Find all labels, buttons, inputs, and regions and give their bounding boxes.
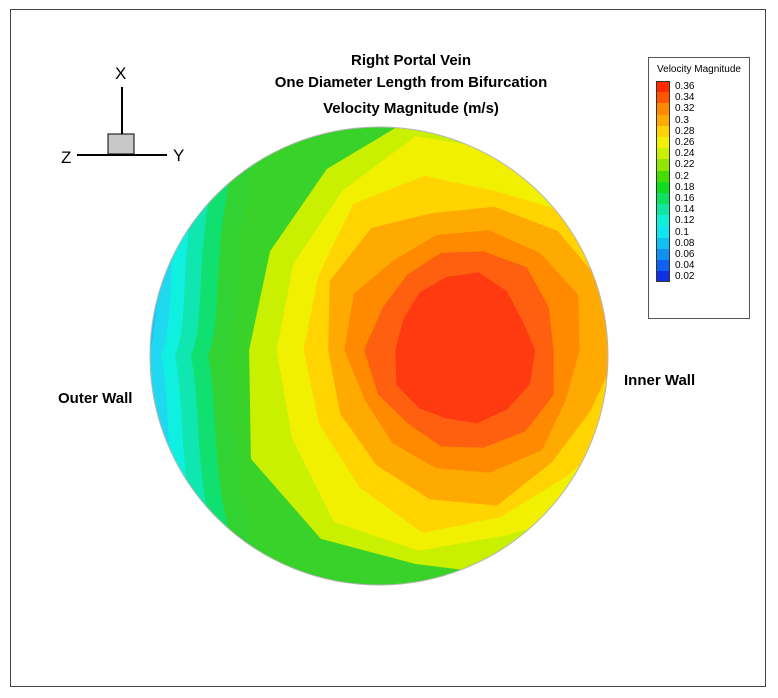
legend-value: 0.32 [675, 103, 695, 115]
color-legend: Velocity Magnitude 0.36 0.34 0.32 0.3 0.28 0.… [648, 57, 750, 319]
legend-row: 0.26 [656, 136, 695, 149]
legend-swatch [656, 192, 670, 205]
outer-wall-label: Outer Wall [58, 390, 133, 407]
inner-wall-label: Inner Wall [624, 372, 696, 389]
legend-swatch [656, 148, 670, 160]
legend-value: 0.36 [675, 81, 695, 93]
y-axis-label: Y [173, 146, 184, 165]
z-axis-label: Z [61, 148, 71, 167]
legend-value: 0.24 [675, 148, 695, 160]
title-line-2: One Diameter Length from Bifurcation [274, 74, 548, 91]
legend-value: 0.28 [675, 125, 695, 137]
legend-title: Velocity Magnitude [657, 64, 741, 75]
legend-swatch [656, 136, 670, 149]
contour-plot [149, 126, 609, 586]
legend-swatch [656, 181, 670, 193]
legend-row: 0.06 [656, 248, 695, 260]
contour-level-core [395, 272, 536, 424]
legend-row: 0.14 [656, 204, 695, 216]
legend-swatch [656, 248, 670, 260]
legend-value: 0.04 [675, 260, 695, 272]
legend-value: 0.3 [675, 114, 689, 126]
legend-value: 0.2 [675, 170, 689, 182]
legend-swatch [656, 226, 670, 238]
legend-value: 0.06 [675, 248, 695, 260]
contour-band-outer [150, 127, 204, 585]
legend-row: 0.32 [656, 103, 695, 115]
legend-row: 0.04 [656, 260, 695, 272]
legend-swatch [656, 81, 670, 93]
legend-value: 0.18 [675, 181, 695, 193]
x-axis-label: X [115, 65, 126, 83]
legend-value: 0.34 [675, 92, 695, 104]
figure-frame: Right Portal Vein One Diameter Length fr… [10, 9, 766, 687]
legend-row: 0.02 [656, 271, 695, 283]
axis-cube-icon [107, 133, 135, 155]
title-line-3: Velocity Magnitude (m/s) [323, 100, 499, 117]
legend-swatch [656, 170, 670, 182]
legend-row: 0.36 [656, 81, 695, 93]
legend-value: 0.26 [675, 137, 695, 149]
legend-value: 0.16 [675, 192, 695, 204]
legend-value: 0.08 [675, 237, 695, 249]
legend-swatch [656, 159, 670, 171]
legend-value: 0.02 [675, 271, 695, 283]
legend-row: 0.1 [656, 226, 694, 238]
legend-row: 0.22 [656, 159, 695, 171]
legend-swatch [656, 271, 670, 283]
legend-row: 0.12 [656, 215, 695, 227]
legend-swatch [656, 92, 670, 104]
legend-row: 0.24 [656, 148, 695, 160]
legend-value: 0.12 [675, 215, 695, 227]
legend-value: 0.22 [675, 159, 695, 171]
legend-swatch [656, 125, 670, 137]
title-line-1: Right Portal Vein [350, 52, 471, 69]
legend-row: 0.3 [656, 114, 694, 126]
contour-band-outer [150, 127, 218, 585]
legend-row: 0.34 [656, 92, 695, 104]
legend-value: 0.1 [675, 226, 689, 238]
velocity-contour-disc [150, 127, 608, 585]
legend-swatch [656, 103, 670, 115]
legend-row: 0.18 [656, 181, 695, 193]
legend-swatch [656, 237, 670, 249]
legend-swatch [656, 215, 670, 227]
legend-row: 0.16 [656, 192, 695, 205]
legend-rows: 0.36 0.34 0.32 0.3 0.28 0.26 0.24 0.22 0.2 0.18 0.… [656, 81, 695, 283]
legend-row: 0.08 [656, 237, 695, 249]
legend-swatch [656, 114, 670, 126]
axis-triad: X Z Y [61, 65, 184, 167]
legend-row: 0.2 [656, 170, 694, 182]
legend-swatch [656, 204, 670, 216]
legend-value: 0.14 [675, 204, 695, 216]
legend-swatch [656, 260, 670, 272]
legend-row: 0.28 [656, 125, 695, 137]
